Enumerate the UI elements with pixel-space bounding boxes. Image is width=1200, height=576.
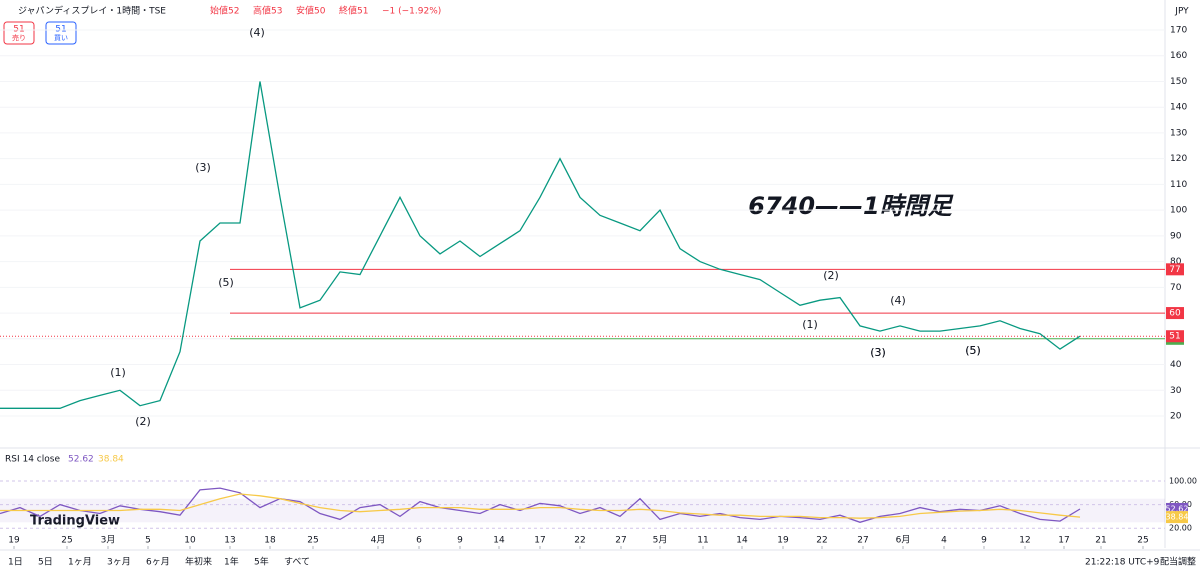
x-tick-label: 22 [574, 536, 585, 546]
period-button[interactable]: 5年 [254, 556, 269, 568]
chart-title: 6740——1時間足 [748, 192, 953, 220]
wave-label: (3) [195, 161, 211, 174]
y-tick-label: 170 [1170, 26, 1187, 36]
rsi-badge-label: 52.62 [1166, 504, 1189, 513]
symbol: ジャパンディスプレイ・1時間・TSE [18, 5, 166, 17]
x-tick-label: 25 [61, 536, 72, 546]
rsi-tick-label: 100.00 [1169, 477, 1197, 486]
level-label: 77 [1169, 265, 1180, 275]
y-tick-label: 20 [1170, 412, 1182, 422]
y-tick-label: 160 [1170, 51, 1187, 61]
close: 終値51 [339, 5, 368, 17]
buy-label: 買い [54, 34, 68, 42]
y-tick-label: 120 [1170, 154, 1187, 164]
rsi-value: 52.62 [68, 455, 94, 465]
period-button[interactable]: 1ヶ月 [68, 557, 92, 568]
x-tick-label: 11 [697, 536, 708, 546]
rsi-badge-label: 38.84 [1166, 513, 1189, 522]
wave-label: (3) [870, 346, 886, 359]
clock: 21:22:18 UTC+9 [1085, 558, 1160, 568]
x-tick-label: 4 [941, 536, 947, 546]
period-button[interactable]: 年初来 [185, 556, 212, 568]
adjust-button[interactable]: 配当調整 [1160, 556, 1196, 568]
x-tick-label: 6 [416, 536, 422, 546]
wave-label: (2) [135, 415, 151, 428]
rsi-band [0, 498, 1165, 523]
rsi-ma-value: 38.84 [98, 455, 124, 465]
y-tick-label: 150 [1170, 77, 1187, 87]
x-tick-label: 4月 [371, 535, 386, 546]
x-tick-label: 3月 [101, 535, 116, 546]
change: −1 (−1.92%) [382, 7, 441, 17]
open: 始値52 [210, 5, 239, 17]
rsi-title: RSI 14 close [5, 455, 60, 465]
x-tick-label: 5月 [653, 535, 668, 546]
x-tick-label: 9 [457, 536, 463, 546]
last-price-label: 51 [1169, 332, 1180, 342]
rsi-tick-label: 20.00 [1169, 524, 1192, 533]
period-button[interactable]: 6ヶ月 [146, 557, 170, 568]
currency: JPY [1174, 7, 1189, 17]
x-tick-label: 25 [1137, 536, 1148, 546]
y-tick-label: 40 [1170, 360, 1182, 370]
x-tick-label: 17 [534, 536, 545, 546]
period-button[interactable]: 1日 [8, 557, 23, 568]
rsi-line [0, 493, 1081, 519]
wave-label: (1) [802, 318, 818, 331]
y-tick-label: 110 [1170, 180, 1187, 190]
x-tick-label: 27 [615, 536, 626, 546]
wave-label: (2) [823, 269, 839, 282]
period-button[interactable]: すべて [284, 557, 310, 568]
x-tick-label: 27 [857, 536, 868, 546]
level-badge [1166, 263, 1184, 276]
wave-label: (5) [965, 344, 981, 357]
sell-button[interactable] [3, 21, 35, 45]
x-tick-label: 5 [145, 536, 151, 546]
rsi-badge [1166, 511, 1188, 524]
wave-label: (5) [218, 276, 234, 289]
y-tick-label: 100 [1170, 206, 1187, 216]
x-tick-label: 6月 [896, 535, 911, 546]
x-tick-label: 17 [1058, 536, 1069, 546]
level-label: 60 [1169, 309, 1181, 319]
period-button[interactable]: 1年 [224, 556, 239, 568]
x-tick-label: 21 [1095, 536, 1106, 546]
wave-label: (1) [110, 366, 126, 379]
y-tick-label: 30 [1170, 386, 1182, 396]
period-button[interactable]: 3ヶ月 [107, 557, 131, 568]
buy-button[interactable] [45, 21, 77, 45]
x-tick-label: 19 [8, 536, 20, 546]
y-tick-label: 90 [1170, 231, 1182, 241]
rsi-line [0, 487, 1081, 523]
low: 安値50 [296, 5, 326, 17]
period-button[interactable]: 5日 [38, 557, 53, 568]
wave-label: (4) [890, 294, 906, 307]
x-tick-label: 9 [981, 536, 987, 546]
high: 高値53 [253, 5, 282, 17]
x-tick-label: 25 [307, 536, 318, 546]
x-tick-label: 18 [264, 536, 276, 546]
x-tick-label: 19 [777, 536, 789, 546]
x-tick-label: 14 [493, 536, 505, 546]
sell-label: 売り [12, 33, 26, 42]
x-tick-label: 12 [1019, 536, 1030, 546]
wave-label: (5) [965, 344, 981, 357]
x-tick-label: 14 [736, 536, 748, 546]
y-tick-label: 80 [1170, 257, 1182, 267]
price-line [0, 81, 1081, 409]
level-badge [1166, 307, 1184, 320]
y-tick-label: 70 [1170, 283, 1182, 293]
wave-label: (4) [249, 26, 265, 39]
x-tick-label: 10 [184, 536, 196, 546]
y-tick-label: 130 [1170, 128, 1187, 138]
x-tick-label: 13 [224, 536, 235, 546]
wave-label: (3) [870, 346, 886, 359]
brand: TradingView [30, 514, 120, 529]
last-price-badge [1166, 330, 1184, 343]
x-tick-label: 22 [816, 536, 827, 546]
y-tick-label: 140 [1170, 103, 1187, 113]
